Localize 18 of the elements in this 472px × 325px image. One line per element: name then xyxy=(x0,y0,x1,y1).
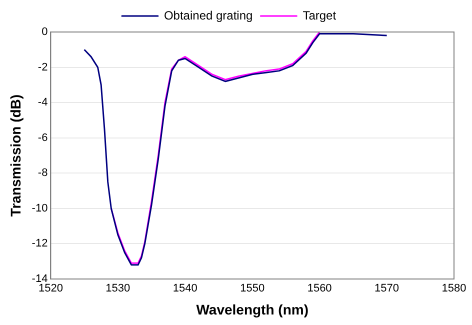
y-tick-label: -8 xyxy=(38,167,48,180)
y-tick-label: -12 xyxy=(32,238,48,250)
y-tick-label: 0 xyxy=(42,26,48,38)
y-tick-label: -4 xyxy=(38,96,48,109)
x-tick-label: 1530 xyxy=(106,282,130,295)
x-axis-title: Wavelength (nm) xyxy=(196,301,308,318)
x-tick-label: 1520 xyxy=(38,282,63,295)
x-tick-label: 1560 xyxy=(307,282,332,295)
legend-label: Obtained grating xyxy=(164,8,253,22)
legend-label: Target xyxy=(302,8,337,22)
x-tick-label: 1580 xyxy=(442,282,466,295)
x-tick-label: 1550 xyxy=(240,282,265,295)
x-tick-label: 1570 xyxy=(374,282,400,295)
y-axis-title: Transmission (dB) xyxy=(7,94,24,217)
y-tick-label: -6 xyxy=(38,132,48,144)
x-tick-label: 1540 xyxy=(172,282,198,295)
y-tick-label: -10 xyxy=(32,202,48,214)
y-tick-label: -2 xyxy=(38,61,48,74)
